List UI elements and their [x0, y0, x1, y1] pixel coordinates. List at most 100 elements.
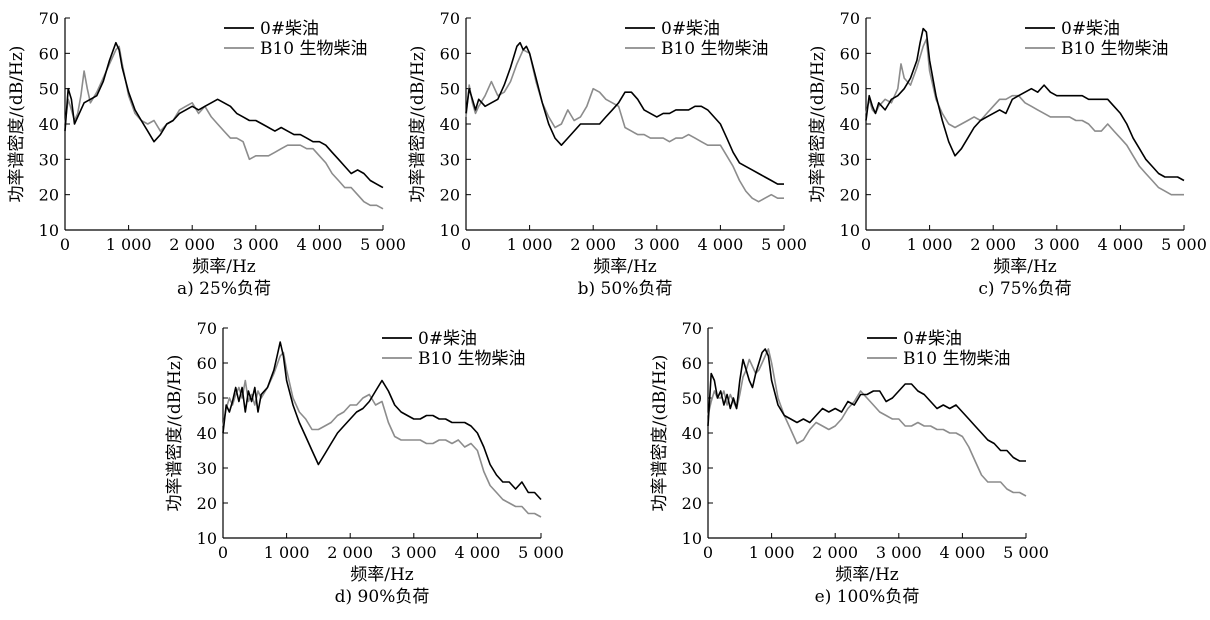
y-tick-label: 10	[682, 529, 702, 548]
y-axis-label: 功率谱密度/(dB/Hz)	[808, 46, 828, 203]
x-tick-label: 5 000	[518, 543, 564, 562]
y-tick-label: 70	[440, 9, 460, 28]
y-tick-label: 30	[682, 459, 702, 478]
chart-panel-4: 10 20 30 40 50 60 70 0 1 000 2 000 3 000 4 000 5 000…	[165, 319, 564, 607]
x-tick-label: 3 000	[233, 235, 279, 254]
x-tick-label: 2 000	[970, 235, 1016, 254]
y-tick-label: 60	[197, 354, 217, 373]
legend-label: 0#柴油	[903, 329, 962, 349]
panel-caption: a) 25%负荷	[177, 279, 271, 299]
y-tick-label: 40	[39, 115, 59, 134]
y-tick-label: 50	[682, 389, 702, 408]
y-tick-label: 70	[840, 9, 860, 28]
y-tick-label: 10	[840, 221, 860, 240]
y-tick-label: 30	[197, 459, 217, 478]
y-tick-label: 50	[197, 389, 217, 408]
y-tick-label: 40	[682, 424, 702, 443]
x-tick-label: 0	[60, 235, 70, 254]
y-tick-label: 60	[440, 44, 460, 63]
y-tick-label: 40	[197, 424, 217, 443]
x-tick-label: 2 000	[327, 543, 373, 562]
x-tick-label: 3 000	[876, 543, 922, 562]
x-tick-label: 5 000	[360, 235, 406, 254]
y-axis-label: 功率谱密度/(dB/Hz)	[408, 46, 428, 203]
y-axis-label: 功率谱密度/(dB/Hz)	[165, 355, 185, 512]
x-tick-label: 4 000	[697, 235, 743, 254]
legend-label: 0#柴油	[260, 19, 319, 39]
y-tick-label: 10	[440, 221, 460, 240]
y-tick-label: 70	[197, 319, 217, 338]
x-tick-label: 0	[218, 543, 228, 562]
y-tick-label: 50	[840, 80, 860, 99]
y-tick-label: 40	[840, 115, 860, 134]
x-tick-label: 5 000	[1161, 235, 1207, 254]
series-line-b10-biodiesel	[64, 45, 384, 210]
legend-label: B10 生物柴油	[1061, 39, 1169, 59]
y-tick-label: 50	[440, 80, 460, 99]
series-line-b10-biodiesel	[707, 348, 1027, 497]
chart-panel-5: 10 20 30 40 50 60 70 0 1 000 2 000 3 000 4 000 5 000…	[650, 319, 1049, 607]
y-tick-label: 60	[840, 44, 860, 63]
x-tick-label: 0	[703, 543, 713, 562]
legend-label: B10 生物柴油	[260, 39, 368, 59]
panel-caption: e) 100%负荷	[815, 587, 920, 607]
x-tick-label: 4 000	[454, 543, 500, 562]
y-tick-label: 70	[682, 319, 702, 338]
y-tick-label: 60	[39, 44, 59, 63]
x-tick-label: 2 000	[570, 235, 616, 254]
series-line-b10-biodiesel	[465, 49, 784, 203]
x-tick-label: 1 000	[907, 235, 953, 254]
x-axis-label: 频率/Hz	[835, 565, 899, 585]
y-tick-label: 60	[682, 354, 702, 373]
x-tick-label: 0	[861, 235, 871, 254]
x-tick-label: 4 000	[1097, 235, 1143, 254]
series-line-0-diesel	[64, 41, 384, 189]
series-line-b10-biodiesel	[865, 38, 1184, 196]
series-line-b10-biodiesel	[222, 351, 542, 518]
y-tick-label: 20	[840, 186, 860, 205]
panel-caption: d) 90%负荷	[335, 587, 430, 607]
panel-caption: b) 50%负荷	[578, 279, 673, 299]
x-tick-label: 2 000	[812, 543, 858, 562]
panel-caption: c) 75%负荷	[978, 279, 1071, 299]
y-tick-label: 20	[197, 494, 217, 513]
x-axis-label: 频率/Hz	[593, 257, 657, 277]
legend-label: 0#柴油	[418, 329, 477, 349]
series-line-0-diesel	[465, 41, 784, 185]
x-tick-label: 5 000	[1003, 543, 1049, 562]
series-line-0-diesel	[222, 341, 542, 501]
legend-label: B10 生物柴油	[661, 39, 769, 59]
x-tick-label: 3 000	[1034, 235, 1080, 254]
x-tick-label: 4 000	[939, 543, 985, 562]
chart-panel-3: 10 20 30 40 50 60 70 0 1 000 2 000 3 000 4 000 5 000…	[808, 9, 1207, 299]
y-tick-label: 10	[197, 529, 217, 548]
x-tick-label: 3 000	[391, 543, 437, 562]
y-tick-label: 20	[682, 494, 702, 513]
y-tick-label: 20	[440, 186, 460, 205]
x-tick-label: 1 000	[264, 543, 310, 562]
legend-label: 0#柴油	[661, 19, 720, 39]
y-tick-label: 40	[440, 115, 460, 134]
y-tick-label: 30	[440, 150, 460, 169]
y-tick-label: 30	[840, 150, 860, 169]
x-tick-label: 1 000	[507, 235, 553, 254]
x-axis-label: 频率/Hz	[350, 565, 414, 585]
y-tick-label: 50	[39, 80, 59, 99]
x-tick-label: 1 000	[106, 235, 152, 254]
x-axis-label: 频率/Hz	[192, 257, 256, 277]
y-axis-label: 功率谱密度/(dB/Hz)	[650, 355, 670, 512]
x-tick-label: 0	[461, 235, 471, 254]
x-tick-label: 2 000	[169, 235, 215, 254]
x-tick-label: 3 000	[634, 235, 680, 254]
y-tick-label: 10	[39, 221, 59, 240]
x-tick-label: 1 000	[749, 543, 795, 562]
x-tick-label: 5 000	[761, 235, 807, 254]
chart-panel-1: 10 20 30 40 50 60 70 0 1 000 2 000 3 000 4 000 5 000…	[7, 9, 406, 299]
y-tick-label: 20	[39, 186, 59, 205]
x-tick-label: 4 000	[296, 235, 342, 254]
y-tick-label: 70	[39, 9, 59, 28]
legend-label: 0#柴油	[1061, 19, 1120, 39]
y-axis-label: 功率谱密度/(dB/Hz)	[7, 46, 27, 203]
legend-label: B10 生物柴油	[418, 349, 526, 369]
